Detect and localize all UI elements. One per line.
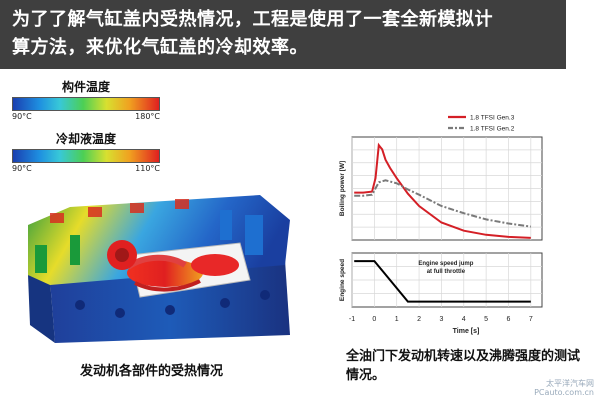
y-axis-label: Boiling power [W] xyxy=(339,161,346,216)
headline-banner: 为了了解气缸盖内受热情况，工程是使用了一套全新模拟计 算方法，来优化气缸盖的冷却… xyxy=(0,0,566,69)
series-line xyxy=(354,260,531,303)
engine-thermal-simulation-image xyxy=(28,195,290,343)
temperature-gradient-bar xyxy=(12,149,160,163)
temperature-gradient-bar xyxy=(12,97,160,111)
y-axis-label: Engine speed xyxy=(339,259,346,301)
watermark-line-2: PCauto.com.cn xyxy=(534,388,594,397)
x-tick-label: 3 xyxy=(439,316,443,323)
headline-line-2: 算方法，来优化气缸盖的冷却效率。 xyxy=(12,37,308,58)
headline-line-1: 为了了解气缸盖内受热情况，工程是使用了一套全新模拟计 xyxy=(12,9,493,30)
x-tick-label: 2 xyxy=(417,316,421,323)
x-tick-label: 7 xyxy=(529,316,533,323)
x-tick-label: 0 xyxy=(372,316,376,323)
x-tick-label: 5 xyxy=(484,316,488,323)
series-line xyxy=(354,179,531,228)
coolant-temperature-legend: 冷却液温度 90°C 110°C xyxy=(12,130,160,176)
annotation-text: at full throttle xyxy=(427,269,466,275)
boiling-power-chart: Boiling power [W] Engine speed Engine spee… xyxy=(339,115,543,335)
x-tick-label: -1 xyxy=(349,316,355,323)
legend-max-label: 110°C xyxy=(135,164,160,173)
x-tick-label: 6 xyxy=(507,316,511,323)
legend-min-label: 90°C xyxy=(12,164,32,173)
legend-ticks: 90°C 180°C xyxy=(12,112,160,124)
series-line xyxy=(354,142,531,239)
legend-min-label: 90°C xyxy=(12,112,32,121)
legend-title: 冷却液温度 xyxy=(55,132,116,146)
annotation-text: Engine speed jump xyxy=(418,261,473,267)
engine-image-caption: 发动机各部件的受热情况 xyxy=(80,364,224,379)
legend-entry: 1.8 TFSI Gen.3 xyxy=(470,115,515,122)
x-tick-label: 1 xyxy=(395,316,399,323)
legend-ticks: 90°C 110°C xyxy=(12,164,160,176)
chart-caption: 全油门下发动机转速以及沸腾强度的测试情况。 xyxy=(346,349,581,383)
watermark-line-1: 太平洋汽车网 xyxy=(546,379,594,388)
x-tick-label: 4 xyxy=(462,316,466,323)
component-temperature-legend: 构件温度 90°C 180°C xyxy=(12,78,160,124)
watermark: 太平洋汽车网 PCauto.com.cn xyxy=(534,379,594,397)
legend-entry: 1.8 TFSI Gen.2 xyxy=(470,126,515,133)
legend-title: 构件温度 xyxy=(61,80,110,94)
x-axis-label: Time [s] xyxy=(453,328,480,335)
legend-max-label: 180°C xyxy=(135,112,160,121)
